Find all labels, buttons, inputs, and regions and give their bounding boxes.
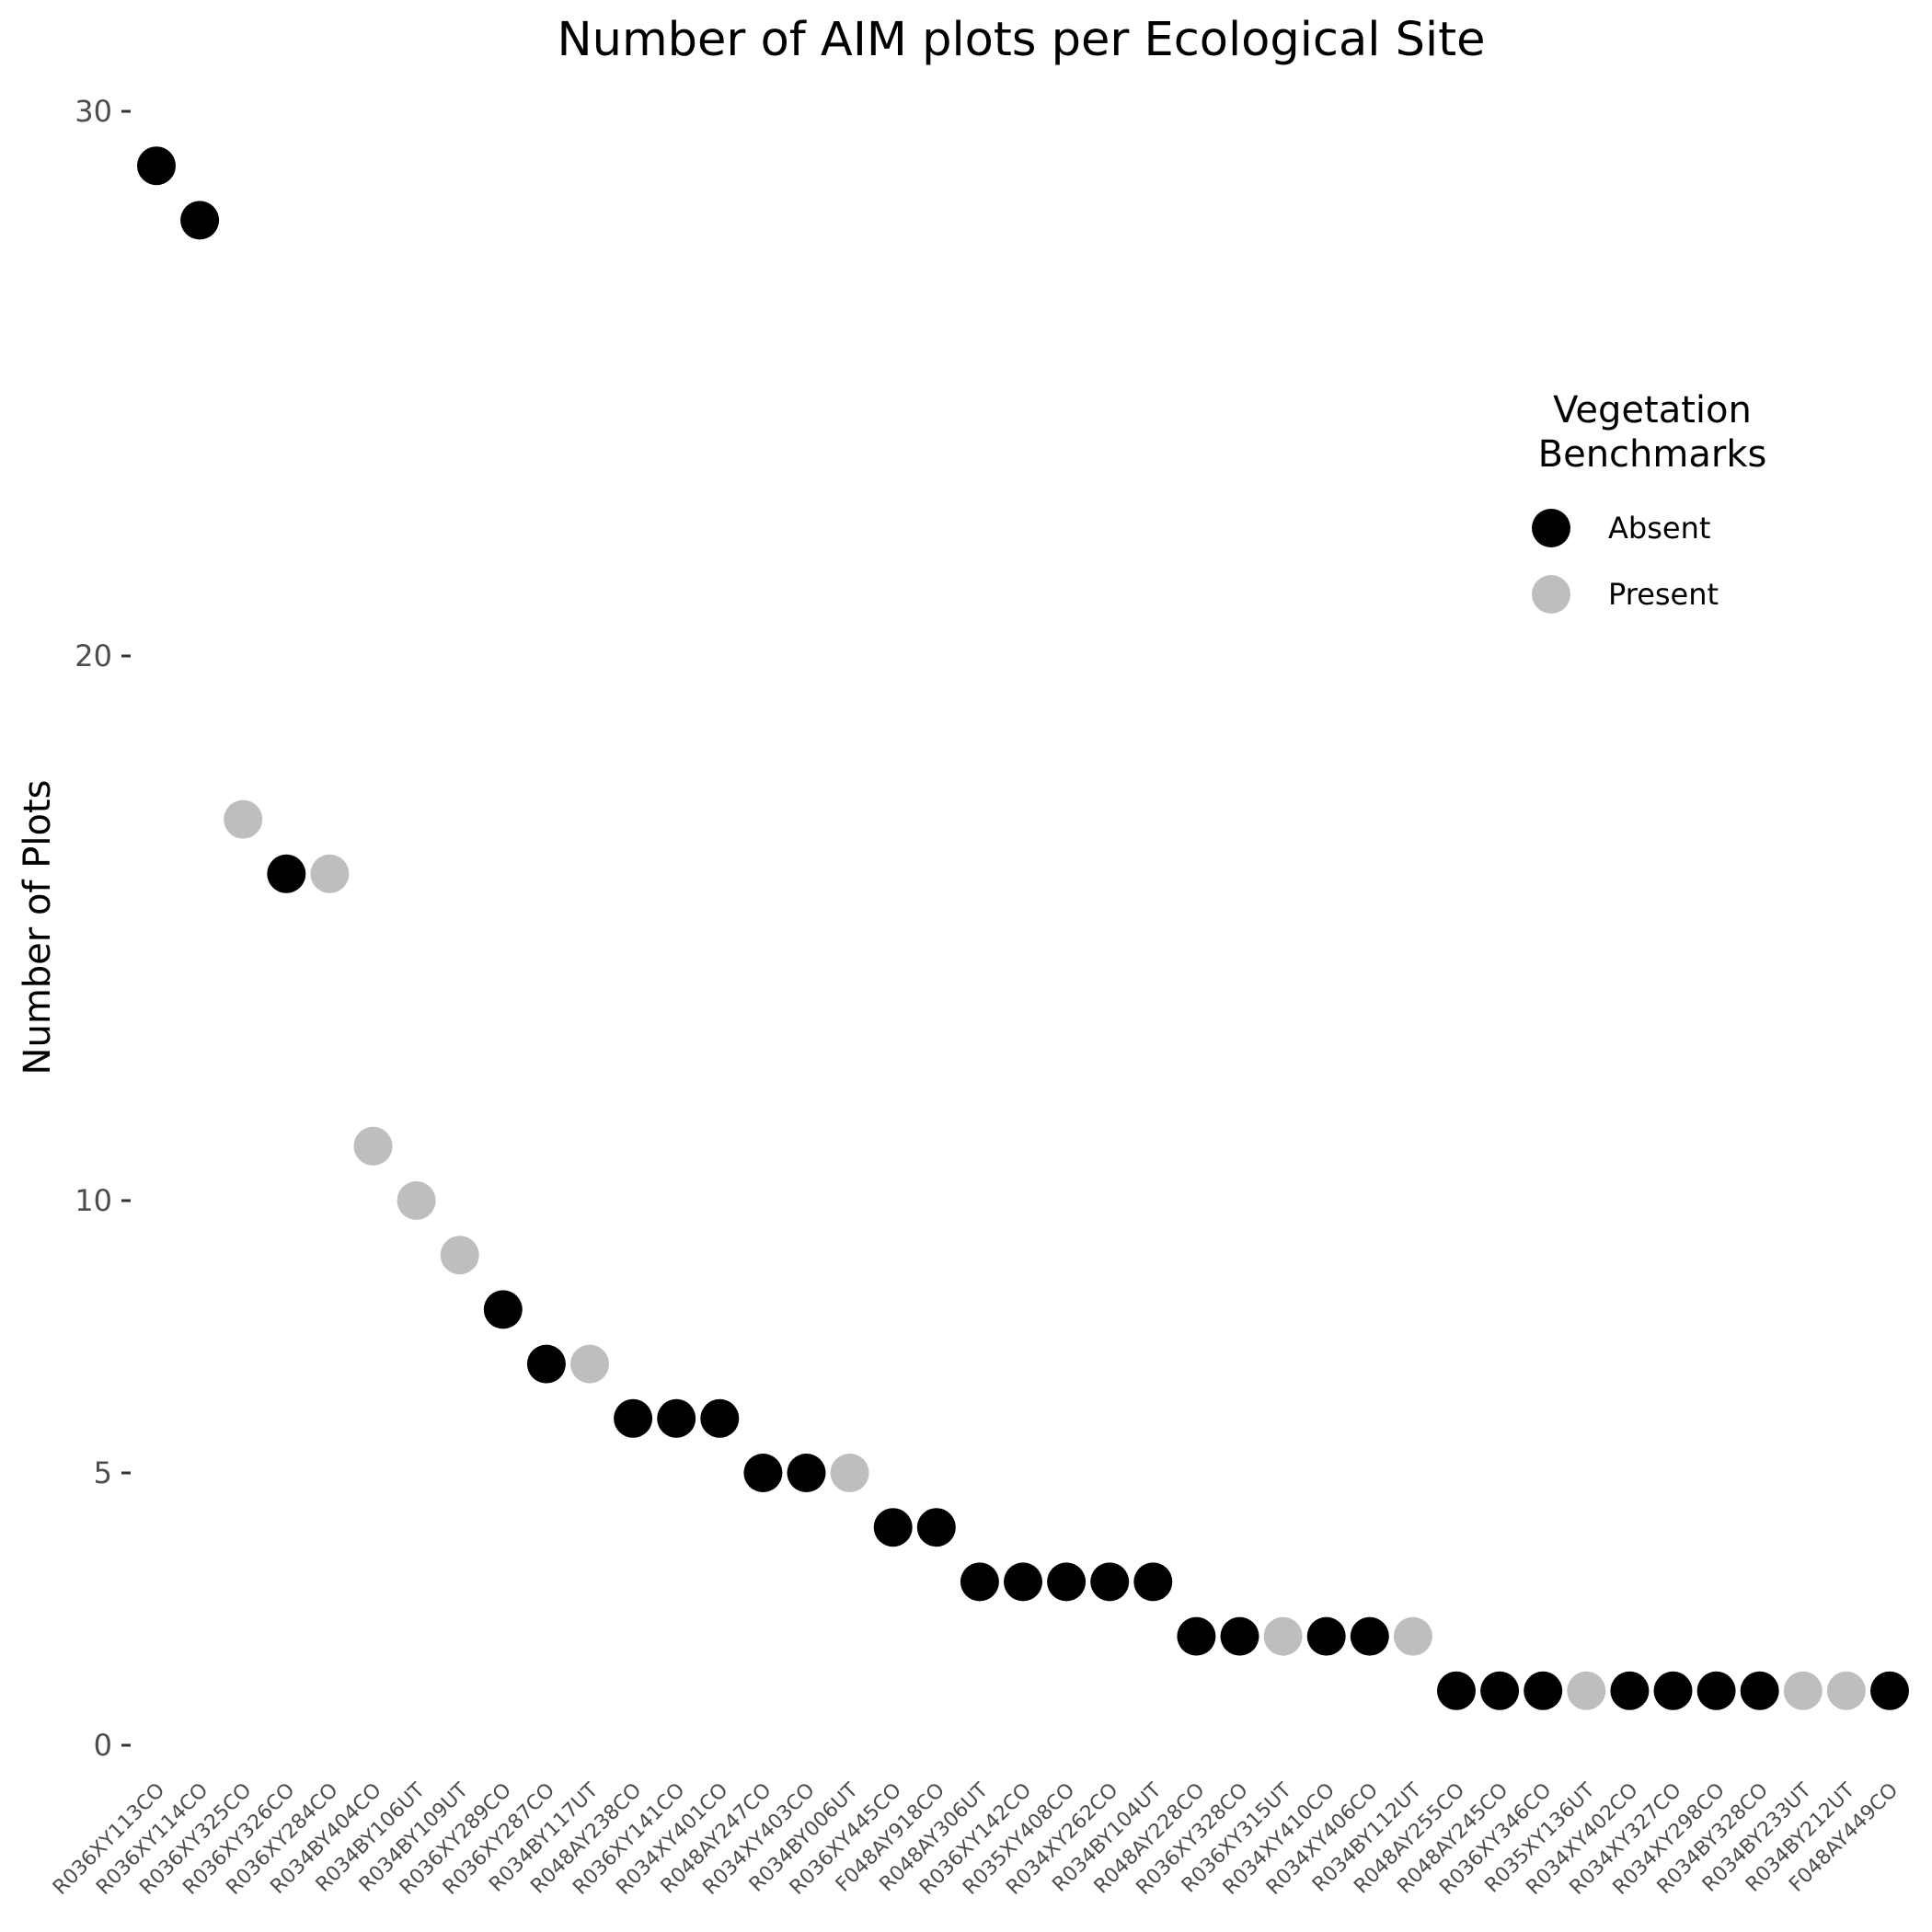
data-points xyxy=(137,146,1909,1710)
data-point xyxy=(1480,1671,1520,1710)
data-point xyxy=(397,1181,436,1220)
y-tick-label: 0 xyxy=(94,1728,112,1763)
legend-key-present xyxy=(1532,575,1570,614)
data-point xyxy=(526,1344,566,1384)
data-point xyxy=(1696,1671,1736,1710)
data-point xyxy=(1220,1616,1259,1656)
y-tick-label: 10 xyxy=(75,1183,112,1218)
data-point xyxy=(1740,1671,1779,1710)
data-point xyxy=(1870,1671,1909,1710)
y-axis-label: Number of Plots xyxy=(17,780,59,1075)
legend: Vegetation Benchmarks Absent Present xyxy=(1532,389,1766,614)
data-point xyxy=(1653,1671,1693,1710)
data-point xyxy=(353,1126,393,1166)
data-point xyxy=(1047,1562,1087,1602)
y-tick-label: 5 xyxy=(94,1455,112,1490)
data-point xyxy=(787,1454,826,1492)
data-point xyxy=(1263,1616,1303,1656)
data-point xyxy=(1306,1616,1346,1656)
data-point xyxy=(1524,1671,1563,1710)
data-point xyxy=(1437,1671,1476,1710)
y-tick-label: 30 xyxy=(75,94,112,129)
data-point xyxy=(1177,1616,1216,1656)
data-point xyxy=(1350,1616,1389,1656)
data-point xyxy=(830,1454,869,1492)
legend-title-line-2: Benchmarks xyxy=(1538,433,1767,476)
data-point xyxy=(657,1398,696,1438)
data-point xyxy=(916,1508,956,1547)
data-point xyxy=(440,1236,479,1275)
x-axis: R036XY113COR036XY114COR036XY325COR036XY3… xyxy=(49,1778,1903,1900)
data-point xyxy=(310,854,350,893)
data-point xyxy=(1567,1671,1606,1710)
data-point xyxy=(1783,1671,1823,1710)
data-point xyxy=(137,146,176,186)
data-point xyxy=(483,1290,523,1329)
legend-title-line-1: Vegetation xyxy=(1553,389,1752,431)
data-point xyxy=(1393,1616,1432,1656)
data-point xyxy=(1826,1671,1866,1710)
data-point xyxy=(614,1398,653,1438)
chart-title: Number of AIM plots per Ecological Site xyxy=(557,13,1485,67)
data-point xyxy=(960,1562,999,1602)
legend-label-absent: Absent xyxy=(1608,511,1710,546)
legend-key-absent xyxy=(1532,509,1570,547)
data-point xyxy=(700,1398,740,1438)
data-point xyxy=(180,201,220,240)
data-point xyxy=(1610,1671,1650,1710)
data-point xyxy=(570,1344,609,1384)
data-point xyxy=(1133,1562,1173,1602)
data-point xyxy=(224,799,263,839)
data-point xyxy=(873,1508,913,1547)
data-point xyxy=(1090,1562,1130,1602)
data-point xyxy=(1004,1562,1042,1602)
y-tick-label: 20 xyxy=(75,638,112,673)
data-point xyxy=(743,1454,783,1492)
y-axis: 0 5 10 20 30 xyxy=(75,94,131,1763)
legend-label-present: Present xyxy=(1608,577,1719,612)
data-point xyxy=(267,854,306,893)
